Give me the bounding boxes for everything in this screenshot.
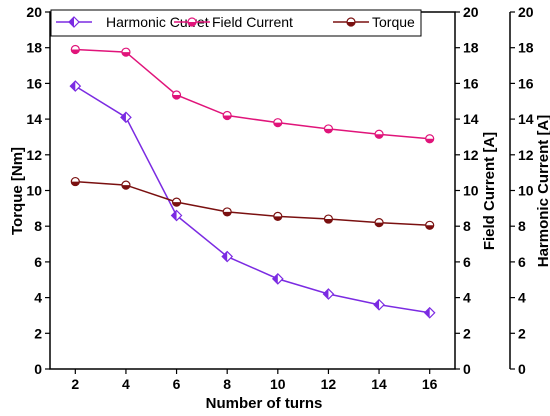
data-point-fill <box>273 122 282 127</box>
legend-entry: Field Current <box>174 14 293 30</box>
y-left-tick-label: 20 <box>26 4 42 20</box>
data-point-fill <box>272 273 278 284</box>
x-tick-label: 4 <box>122 376 130 392</box>
legend-label: Harmonic Curret <box>106 14 209 30</box>
y-right2-tick-label: 16 <box>518 75 534 91</box>
y-right2-tick-label: 20 <box>518 4 534 20</box>
x-tick-label: 16 <box>422 376 438 392</box>
y-right2-tick-label: 6 <box>518 254 526 270</box>
data-point-fill <box>71 181 80 186</box>
data-point-fill <box>425 138 434 143</box>
legend-label: Field Current <box>212 14 293 30</box>
x-tick-label: 6 <box>173 376 181 392</box>
data-point-fill <box>273 216 282 221</box>
y-left-tick-label: 4 <box>34 290 42 306</box>
x-tick-label: 10 <box>270 376 286 392</box>
data-point-fill <box>172 95 181 100</box>
y-right2-tick-label: 14 <box>518 111 534 127</box>
series-line <box>75 48 430 140</box>
y-right1-tick-label: 4 <box>463 290 471 306</box>
x-tick-label: 12 <box>321 376 337 392</box>
series-2 <box>70 176 435 230</box>
data-point-fill <box>172 202 181 207</box>
y-left-tick-label: 2 <box>34 325 42 341</box>
y-right2-tick-label: 8 <box>518 218 526 234</box>
x-axis-ticks: 2 4 6 8 10 12 14 16 <box>71 369 438 392</box>
y-right2-tick-label: 4 <box>518 290 526 306</box>
data-point-fill <box>70 81 76 92</box>
data-point-fill <box>223 211 232 216</box>
y-left-tick-label: 6 <box>34 254 42 270</box>
y-left-tick-label: 18 <box>26 40 42 56</box>
data-point-fill <box>375 134 384 139</box>
x-tick-label: 14 <box>371 376 387 392</box>
y-left-tick-label: 14 <box>26 111 42 127</box>
y-right1-tick-label: 0 <box>463 361 471 377</box>
series-1 <box>70 44 435 144</box>
y-left-tick-label: 10 <box>26 183 42 199</box>
data-point-fill <box>71 49 80 54</box>
y-axis-right2-ticks: 0 2 4 6 8 10 12 14 16 18 20 <box>510 4 534 377</box>
y-right2-tick-label: 12 <box>518 147 534 163</box>
y-axis-right1-ticks: 0 2 4 6 8 10 12 14 16 18 20 <box>455 4 479 377</box>
y-right1-tick-label: 16 <box>463 75 479 91</box>
legend-entry: Torque <box>333 14 415 30</box>
y-right1-tick-label: 2 <box>463 325 471 341</box>
legend-marker-fill <box>188 22 196 26</box>
series-line <box>74 85 430 314</box>
data-point-fill <box>121 52 130 57</box>
y-right1-tick-label: 10 <box>463 183 479 199</box>
y-right1-tick-label: 12 <box>463 147 479 163</box>
y-left-tick-label: 16 <box>26 75 42 91</box>
data-point-fill <box>323 289 329 300</box>
x-tick-label: 8 <box>223 376 231 392</box>
y-right2-tick-label: 18 <box>518 40 534 56</box>
series-line <box>75 180 430 227</box>
data-point-fill <box>120 112 126 123</box>
plot-frame <box>49 11 511 370</box>
plot-border <box>49 11 456 370</box>
data-point-fill <box>424 307 430 318</box>
legend-marker-fill <box>347 22 355 26</box>
data-point-fill <box>223 115 232 120</box>
x-tick-label: 2 <box>71 376 79 392</box>
y-axis-right2-title: Harmonic Current [A] <box>535 115 550 268</box>
x-axis-title: Number of turns <box>206 395 323 412</box>
y-left-tick-label: 8 <box>34 218 42 234</box>
data-point-fill <box>222 251 228 262</box>
data-point-fill <box>171 210 177 221</box>
y-right1-tick-label: 8 <box>463 218 471 234</box>
series-layer <box>69 44 436 319</box>
y-axis-left-title: Torque [Nm] <box>9 147 26 235</box>
y-right1-tick-label: 18 <box>463 40 479 56</box>
data-point-fill <box>121 185 130 190</box>
y-right1-tick-label: 20 <box>463 4 479 20</box>
legend: Harmonic Curret Field Current Torque <box>50 9 422 37</box>
data-point-fill <box>375 222 384 227</box>
data-point-fill <box>425 225 434 230</box>
y-left-tick-label: 0 <box>34 361 42 377</box>
y-right2-tick-label: 0 <box>518 361 526 377</box>
y-axis-left-ticks: 0 2 4 6 8 10 12 14 16 18 20 <box>26 4 50 377</box>
y-right1-tick-label: 14 <box>463 111 479 127</box>
y-right2-tick-label: 10 <box>518 183 534 199</box>
series-0 <box>69 80 436 319</box>
data-point-fill <box>324 128 333 133</box>
data-point-fill <box>374 299 380 310</box>
y-left-tick-label: 12 <box>26 147 42 163</box>
legend-box <box>50 9 422 37</box>
data-point-fill <box>324 219 333 224</box>
legend-marker-fill <box>69 17 74 27</box>
y-right1-tick-label: 6 <box>463 254 471 270</box>
y-axis-right1-title: Field Current [A] <box>481 132 498 250</box>
legend-label: Torque <box>372 14 415 30</box>
y-right2-tick-label: 2 <box>518 325 526 341</box>
legend-entry: Harmonic Curret <box>56 14 209 30</box>
